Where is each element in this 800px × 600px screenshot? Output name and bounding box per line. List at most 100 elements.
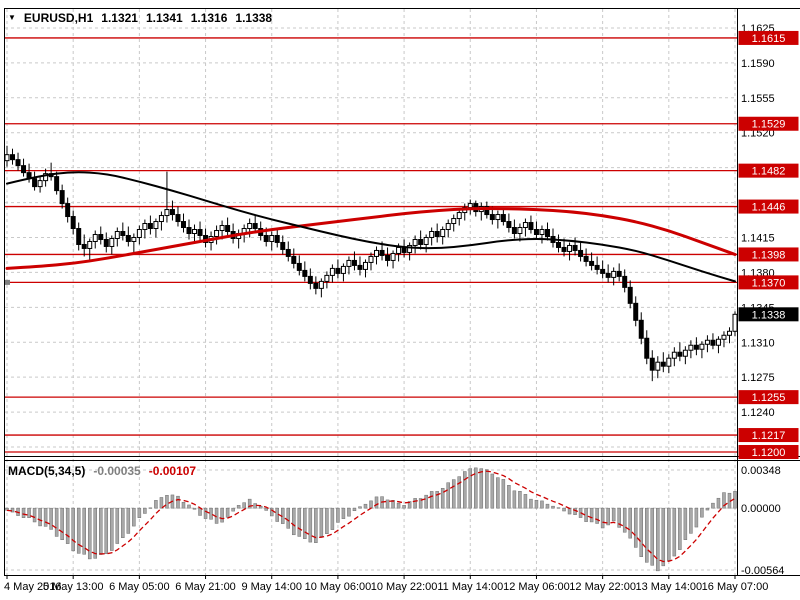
macd-histogram-bar xyxy=(231,507,235,512)
candle-body xyxy=(374,249,380,257)
candle-body xyxy=(153,221,159,230)
macd-histogram-bar xyxy=(54,507,59,537)
macd-histogram-bar xyxy=(363,503,368,509)
macd-histogram-bar xyxy=(314,507,318,543)
candle-body xyxy=(622,275,628,288)
macd-histogram-bar xyxy=(187,504,191,509)
candles-layer xyxy=(4,145,738,382)
candle-body xyxy=(500,214,506,223)
candle-body xyxy=(70,216,76,230)
candle-body xyxy=(175,214,181,223)
time-label: 6 May 05:00 xyxy=(109,581,170,593)
candle-body xyxy=(87,240,93,249)
candle-body xyxy=(274,234,280,243)
ohlc-open-value: 1.1321 xyxy=(101,11,138,25)
macd-histogram-bar xyxy=(159,497,164,509)
candle-body xyxy=(125,234,131,242)
candle-body xyxy=(726,330,732,336)
candle-body xyxy=(357,264,363,270)
macd-histogram-bar xyxy=(429,491,434,509)
level-line-anchor[interactable] xyxy=(5,279,10,285)
candle-body xyxy=(429,231,435,238)
macd-histogram-bar xyxy=(595,507,599,524)
macd-histogram-bar xyxy=(402,505,406,509)
candle-body xyxy=(578,249,584,257)
macd-histogram-bar xyxy=(556,507,561,509)
chart-collapse-icon[interactable]: ▼ xyxy=(8,13,16,22)
price-grid-label: 1.1415 xyxy=(741,232,775,244)
candle-body xyxy=(302,269,308,277)
macd-histogram-bar xyxy=(258,505,263,509)
macd-histogram-bar xyxy=(21,507,26,518)
candle-body xyxy=(715,338,721,346)
fast-ma-black-line[interactable] xyxy=(6,171,736,283)
price-level-badge xyxy=(738,247,799,262)
candle-body xyxy=(98,233,104,240)
macd-signal-line xyxy=(6,470,736,563)
macd-histogram-bar xyxy=(512,490,517,509)
candle-body xyxy=(32,178,38,188)
macd-histogram-bar xyxy=(716,497,721,509)
candle-body xyxy=(671,351,677,359)
candle-body xyxy=(489,214,495,221)
candle-body xyxy=(81,243,87,249)
macd-histogram-bar xyxy=(496,477,500,509)
candle-body xyxy=(666,357,672,367)
candle-body xyxy=(103,238,109,247)
candle-body xyxy=(495,214,501,221)
candle-body xyxy=(263,234,269,242)
candle-body xyxy=(313,282,319,289)
macd-histogram-bar xyxy=(650,507,655,566)
candle-body xyxy=(4,154,10,162)
slow-ma-red-line[interactable] xyxy=(5,207,737,270)
symbol-timeframe-label: EURUSD,H1 xyxy=(23,11,94,25)
macd-histogram-bar xyxy=(308,507,313,543)
candle-body xyxy=(379,249,385,256)
level-lines-layer xyxy=(5,37,737,453)
candle-body xyxy=(368,255,374,263)
macd-histogram-bar xyxy=(722,492,726,509)
candle-body xyxy=(285,248,291,257)
macd-main-value: -0.00035 xyxy=(93,464,141,478)
price-level-badge xyxy=(738,30,799,45)
candle-body xyxy=(76,228,82,245)
candle-body xyxy=(412,238,418,246)
macd-histogram-bar xyxy=(705,507,710,511)
candle-body xyxy=(611,270,617,278)
candle-body xyxy=(567,244,573,252)
macd-layer xyxy=(5,467,737,572)
candle-body xyxy=(407,244,413,253)
price-level-badge xyxy=(738,445,799,460)
macd-histogram-bar xyxy=(192,507,197,510)
candle-body xyxy=(225,225,231,233)
macd-histogram-bar xyxy=(176,495,180,509)
price-level-badge xyxy=(738,116,799,131)
macd-histogram-bar xyxy=(463,471,467,509)
macd-histogram-bar xyxy=(352,507,357,511)
macd-histogram-bar xyxy=(672,507,677,557)
macd-histogram-bar xyxy=(236,505,241,509)
macd-histogram-bar xyxy=(523,494,528,509)
candle-body xyxy=(434,231,440,237)
macd-histogram-bar xyxy=(71,507,75,552)
macd-histogram-bar xyxy=(490,473,495,509)
time-label: 9 May 14:00 xyxy=(241,581,302,593)
time-label: 6 May 21:00 xyxy=(175,581,236,593)
candle-body xyxy=(688,344,694,351)
macd-histogram-bar xyxy=(391,500,395,509)
price-level-badge-text: 1.1217 xyxy=(752,430,786,442)
macd-histogram-bar xyxy=(534,499,539,509)
candle-body xyxy=(401,246,407,253)
candle-body xyxy=(296,262,302,271)
macd-caption: MACD(5,34,5) -0.00035 -0.00107 xyxy=(8,464,196,478)
candle-body xyxy=(600,268,606,274)
macd-histogram-bar xyxy=(38,507,42,527)
macd-histogram-bar xyxy=(485,469,489,509)
candle-body xyxy=(340,265,346,274)
candle-body xyxy=(704,339,710,345)
candle-body xyxy=(440,229,446,237)
candle-body xyxy=(142,223,148,231)
candle-body xyxy=(506,221,512,229)
